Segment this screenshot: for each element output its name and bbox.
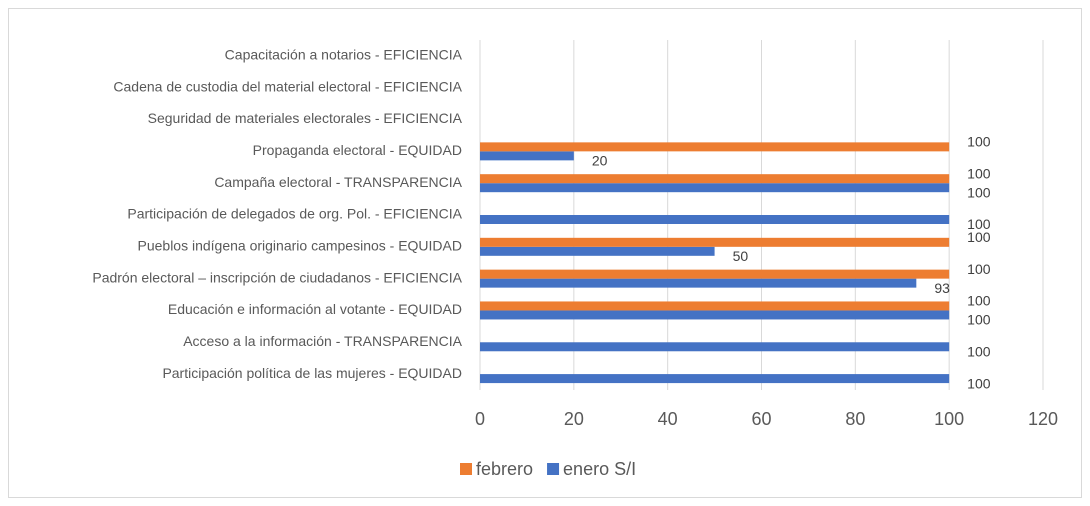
bar (480, 237, 950, 247)
y-tick-label: Participación de delegados de org. Pol. … (127, 206, 462, 222)
value-label: 100 (967, 375, 991, 391)
bar (480, 310, 950, 320)
y-tick-label: Acceso a la información - TRANSPARENCIA (183, 333, 462, 349)
value-label: 20 (592, 153, 608, 169)
y-tick-label: Cadena de custodia del material electora… (113, 78, 462, 94)
value-label: 100 (967, 343, 991, 359)
y-tick-label: Participación política de las mujeres - … (162, 365, 462, 381)
legend-swatch (547, 463, 560, 475)
legend-label: febrero (476, 459, 533, 479)
bar (480, 183, 950, 193)
bar (480, 278, 917, 288)
bar (480, 246, 715, 256)
x-tick-label: 80 (845, 409, 865, 429)
bar (480, 301, 950, 311)
bar (480, 374, 950, 384)
y-tick-label: Padrón electoral – inscripción de ciudad… (92, 269, 462, 285)
bar (480, 269, 950, 279)
y-tick-label: Pueblos indígena originario campesinos -… (138, 238, 463, 254)
value-label: 100 (967, 261, 991, 277)
y-tick-label: Campaña electoral - TRANSPARENCIA (214, 174, 462, 190)
bar (480, 151, 574, 161)
y-tick-label: Educación e información al votante - EQU… (168, 301, 462, 317)
y-tick-label: Seguridad de materiales electorales - EF… (148, 110, 463, 126)
value-label: 100 (967, 165, 991, 181)
value-label: 100 (967, 184, 991, 200)
bar (480, 215, 950, 224)
x-tick-label: 100 (934, 409, 964, 429)
value-label: 93 (934, 280, 950, 296)
value-label: 100 (967, 216, 991, 232)
bar (480, 174, 950, 184)
y-tick-label: Capacitación a notarios - EFICIENCIA (225, 47, 463, 63)
x-tick-label: 60 (751, 409, 771, 429)
value-label: 100 (967, 293, 991, 309)
bar (480, 342, 950, 352)
value-label: 50 (733, 248, 749, 264)
x-tick-label: 20 (564, 409, 584, 429)
value-label: 100 (967, 312, 991, 328)
value-label: 100 (967, 134, 991, 150)
bar (480, 142, 950, 152)
x-tick-label: 120 (1028, 409, 1058, 429)
legend-swatch (460, 463, 472, 475)
value-label: 100 (967, 229, 991, 245)
legend-label: enero S/I (563, 459, 636, 479)
x-tick-label: 0 (475, 409, 485, 429)
x-tick-label: 40 (658, 409, 678, 429)
y-tick-label: Propaganda electoral - EQUIDAD (253, 142, 462, 158)
